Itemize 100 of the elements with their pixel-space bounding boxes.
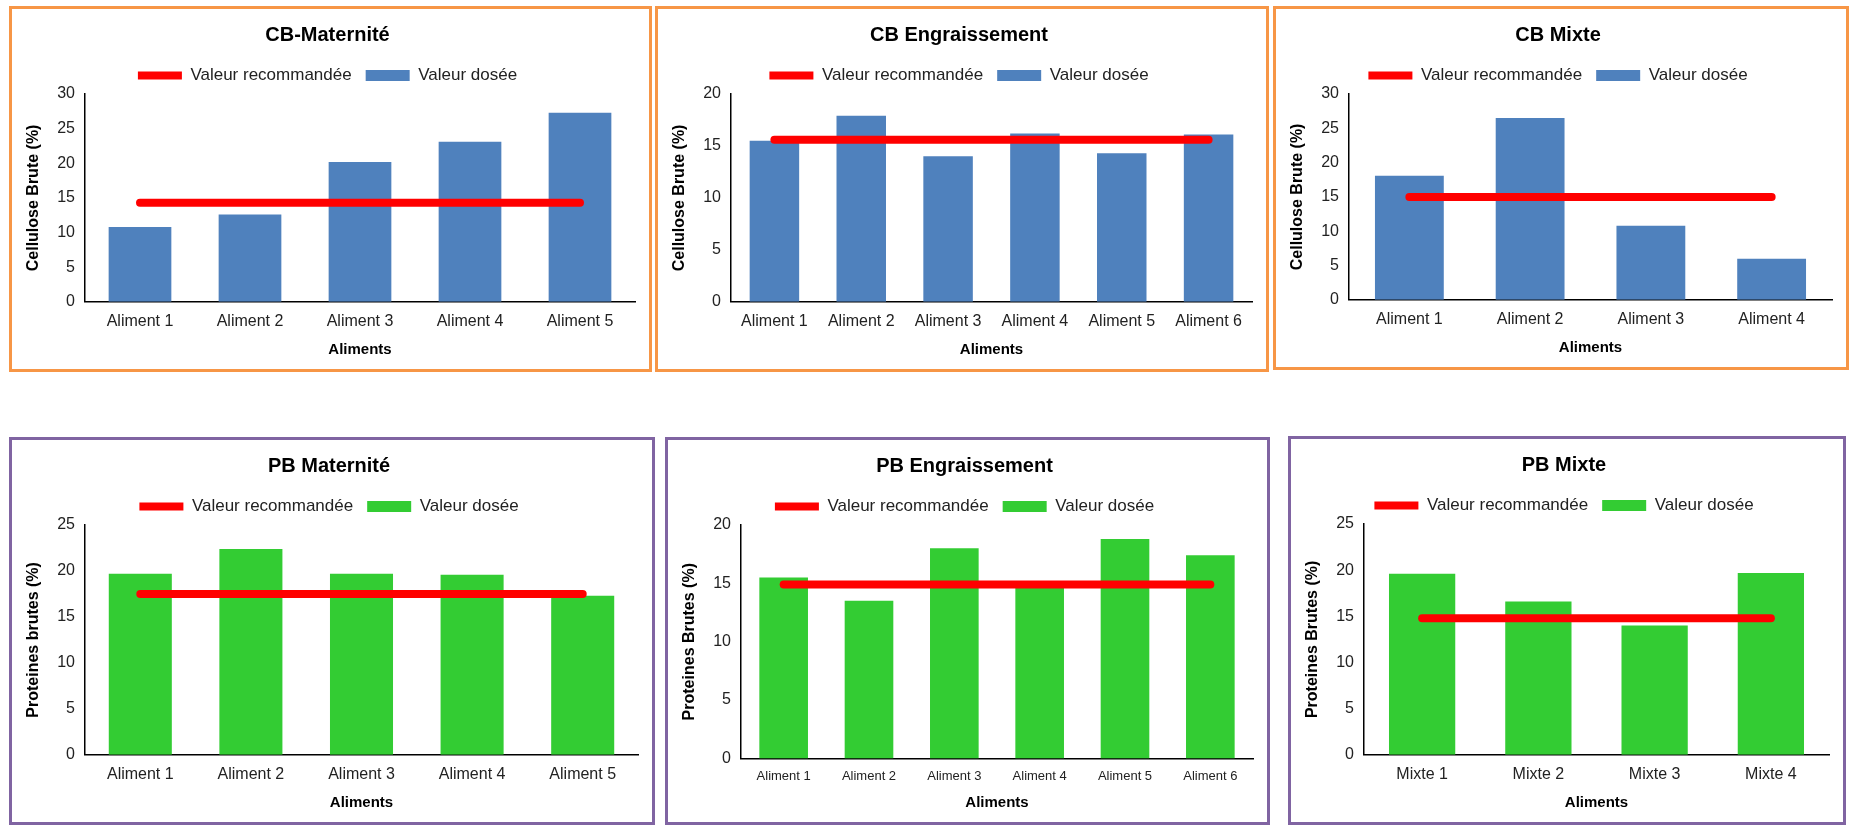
legend-label: Valeur recommandée <box>1426 495 1589 515</box>
bar <box>930 548 979 759</box>
x-tick-label: Aliment 2 <box>827 311 895 329</box>
bar <box>1374 175 1444 300</box>
x-tick-label: Aliment 2 <box>1496 309 1564 327</box>
x-tick-label: Aliment 5 <box>1088 311 1156 329</box>
bar <box>1010 133 1060 302</box>
x-tick-label: Mixte 1 <box>1396 764 1449 782</box>
legend-label: Valeur dosée <box>418 65 518 85</box>
bar <box>1621 625 1688 755</box>
x-axis-title: Aliments <box>328 340 392 358</box>
chart-title: CB-Maternité <box>265 22 390 45</box>
chart-title: PB Mixte <box>1521 452 1607 475</box>
x-tick-label: Aliment 5 <box>549 764 617 782</box>
y-tick-label: 5 <box>66 257 76 275</box>
x-tick-label: Aliment 3 <box>326 311 394 329</box>
bar <box>749 140 800 302</box>
bar <box>328 161 392 302</box>
y-tick-label: 25 <box>57 515 76 533</box>
x-tick-label: Aliment 1 <box>741 311 808 329</box>
x-axis-title: Aliments <box>329 793 394 811</box>
x-tick-label: Aliment 4 <box>1738 309 1806 327</box>
bar <box>218 214 282 302</box>
y-tick-label: 10 <box>1336 652 1355 670</box>
y-axis-title: Proteines Brutes (%) <box>1303 560 1321 719</box>
legend-label: Valeur recommandée <box>191 496 354 516</box>
bar <box>1097 153 1147 302</box>
y-tick-label: 25 <box>57 119 76 137</box>
y-tick-label: 0 <box>1345 745 1355 763</box>
y-tick-label: 10 <box>57 653 76 671</box>
x-tick-label: Aliment 5 <box>1097 767 1153 783</box>
y-tick-label: 0 <box>712 292 722 310</box>
x-tick-label: Aliment 3 <box>927 767 982 783</box>
legend-label: Valeur dosée <box>1049 65 1149 85</box>
y-axis-title: Cellulose Brute (%) <box>24 124 42 272</box>
bar <box>1737 258 1807 300</box>
legend-label: Valeur dosée <box>1654 495 1754 515</box>
y-axis-title: Cellulose Brute (%) <box>670 124 688 272</box>
y-tick-label: 10 <box>57 222 76 240</box>
bar <box>844 600 894 759</box>
legend-label: Valeur recommandée <box>190 65 352 85</box>
y-tick-label: 5 <box>722 690 732 708</box>
legend-label: Valeur dosée <box>419 496 519 516</box>
y-tick-label: 20 <box>1336 560 1355 578</box>
bar <box>108 573 172 755</box>
x-tick-label: Aliment 1 <box>106 311 174 329</box>
x-axis-title: Aliments <box>1558 338 1623 356</box>
x-tick-label: Aliment 4 <box>1012 767 1067 783</box>
y-tick-label: 20 <box>703 84 722 102</box>
bar <box>1186 555 1235 759</box>
bar <box>108 226 172 302</box>
bar <box>1616 225 1686 300</box>
y-tick-label: 15 <box>1321 187 1340 205</box>
bar <box>836 115 886 302</box>
y-tick-label: 15 <box>57 607 76 625</box>
y-tick-label: 15 <box>713 573 732 591</box>
y-tick-label: 10 <box>1321 221 1340 239</box>
bar <box>1737 572 1805 755</box>
x-tick-label: Aliment 6 <box>1175 311 1243 329</box>
x-tick-label: Aliment 5 <box>546 311 614 329</box>
bar <box>329 573 394 755</box>
y-axis-title: Proteines brutes (%) <box>24 562 42 718</box>
y-tick-label: 10 <box>713 632 732 650</box>
y-tick-label: 0 <box>66 292 76 310</box>
y-tick-label: 0 <box>1330 290 1340 308</box>
x-axis-title: Aliments <box>965 793 1029 811</box>
chart-title: CB Mixte <box>1515 22 1601 45</box>
bar <box>1505 601 1572 755</box>
x-tick-label: Aliment 3 <box>914 311 982 329</box>
y-axis-title: Cellulose Brute (%) <box>1288 123 1306 271</box>
y-tick-label: 25 <box>1336 514 1355 532</box>
y-tick-label: 20 <box>57 153 76 171</box>
y-tick-label: 20 <box>1321 153 1340 171</box>
x-tick-label: Aliment 2 <box>217 764 285 782</box>
x-tick-label: Aliment 6 <box>1183 767 1238 783</box>
chart-title: PB Maternité <box>267 453 391 476</box>
y-axis-title: Proteines Brutes (%) <box>680 563 698 721</box>
x-tick-label: Mixte 2 <box>1512 764 1565 782</box>
x-axis-title: Aliments <box>959 340 1024 358</box>
y-tick-label: 10 <box>703 188 722 206</box>
bar <box>923 156 973 302</box>
chart-title: CB Engraissement <box>870 22 1049 45</box>
x-tick-label: Aliment 4 <box>436 311 504 329</box>
bar <box>759 577 808 759</box>
bar <box>548 112 612 302</box>
legend-label: Valeur recommandée <box>827 496 989 516</box>
bar <box>438 141 502 302</box>
x-tick-label: Aliment 2 <box>216 311 284 329</box>
x-tick-label: Mixte 4 <box>1745 764 1797 782</box>
x-axis-title: Aliments <box>1564 793 1629 811</box>
x-tick-label: Aliment 4 <box>1001 311 1069 329</box>
legend-label: Valeur recommandée <box>1420 65 1583 85</box>
y-tick-label: 20 <box>57 561 76 579</box>
y-tick-label: 0 <box>722 748 732 766</box>
y-tick-label: 5 <box>712 240 722 258</box>
x-tick-label: Aliment 1 <box>756 767 811 783</box>
y-tick-label: 5 <box>1330 255 1340 273</box>
bar <box>1388 573 1456 755</box>
y-tick-label: 20 <box>713 515 732 533</box>
y-tick-label: 5 <box>1345 699 1355 717</box>
